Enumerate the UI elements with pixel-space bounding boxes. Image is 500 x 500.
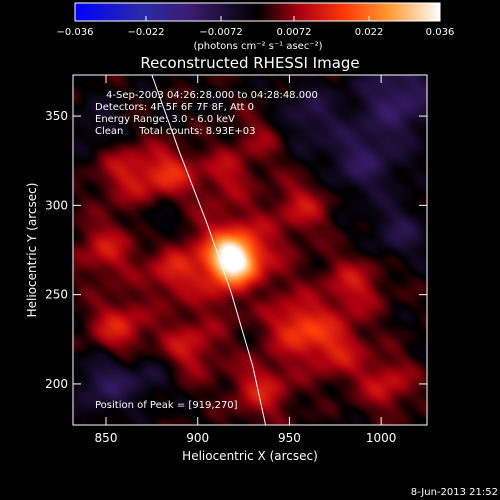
timestamp: 8-Jun-2013 21:52 xyxy=(411,487,498,498)
annotation-time-range: 4-Sep-2003 04:26:28.000 to 04:28:48.000 xyxy=(106,90,318,101)
chart-title: Reconstructed RHESSI Image xyxy=(140,54,359,72)
colorbar-ticks: −0.036 −0.022 −0.0072 0.0072 0.022 0.036 xyxy=(56,16,454,38)
colorbar-tick-label: 0.0072 xyxy=(277,27,312,38)
axis-ticks: 850 900 950 1000 200 250 300 350 xyxy=(45,75,427,445)
colorbar-tick-label: −0.022 xyxy=(127,27,164,38)
y-tick-label: 350 xyxy=(45,109,68,123)
colorbar-tick-label: −0.036 xyxy=(56,27,93,38)
y-axis-label: Heliocentric Y (arcsec) xyxy=(25,183,39,318)
colorbar xyxy=(74,2,441,22)
y-tick-label: 300 xyxy=(45,198,68,212)
x-tick-label: 950 xyxy=(278,431,301,445)
x-tick-label: 850 xyxy=(95,431,118,445)
annotation-clean-counts: Clean Total counts: 8.93E+03 xyxy=(95,126,255,137)
solar-limb-line xyxy=(151,75,267,425)
y-tick-label: 200 xyxy=(45,377,68,391)
plot-frame xyxy=(72,74,428,426)
annotation-detectors: Detectors: 4F 5F 6F 7F 8F, Att 0 xyxy=(95,102,254,113)
heatmap-image xyxy=(73,75,427,425)
x-tick-label: 1000 xyxy=(366,431,397,445)
colorbar-tick-label: −0.0072 xyxy=(199,27,242,38)
colorbar-tick-label: 0.036 xyxy=(426,27,455,38)
x-axis-label: Heliocentric X (arcsec) xyxy=(182,449,318,463)
x-tick-label: 900 xyxy=(186,431,209,445)
colorbar-tick-label: 0.022 xyxy=(355,27,384,38)
annotation-energy-range: Energy Range: 3.0 - 6.0 keV xyxy=(95,114,235,125)
colorbar-unit-label: (photons cm⁻² s⁻¹ asec⁻²) xyxy=(193,41,322,52)
peak-position-label: Position of Peak = [919,270] xyxy=(95,400,238,411)
y-tick-label: 250 xyxy=(45,288,68,302)
